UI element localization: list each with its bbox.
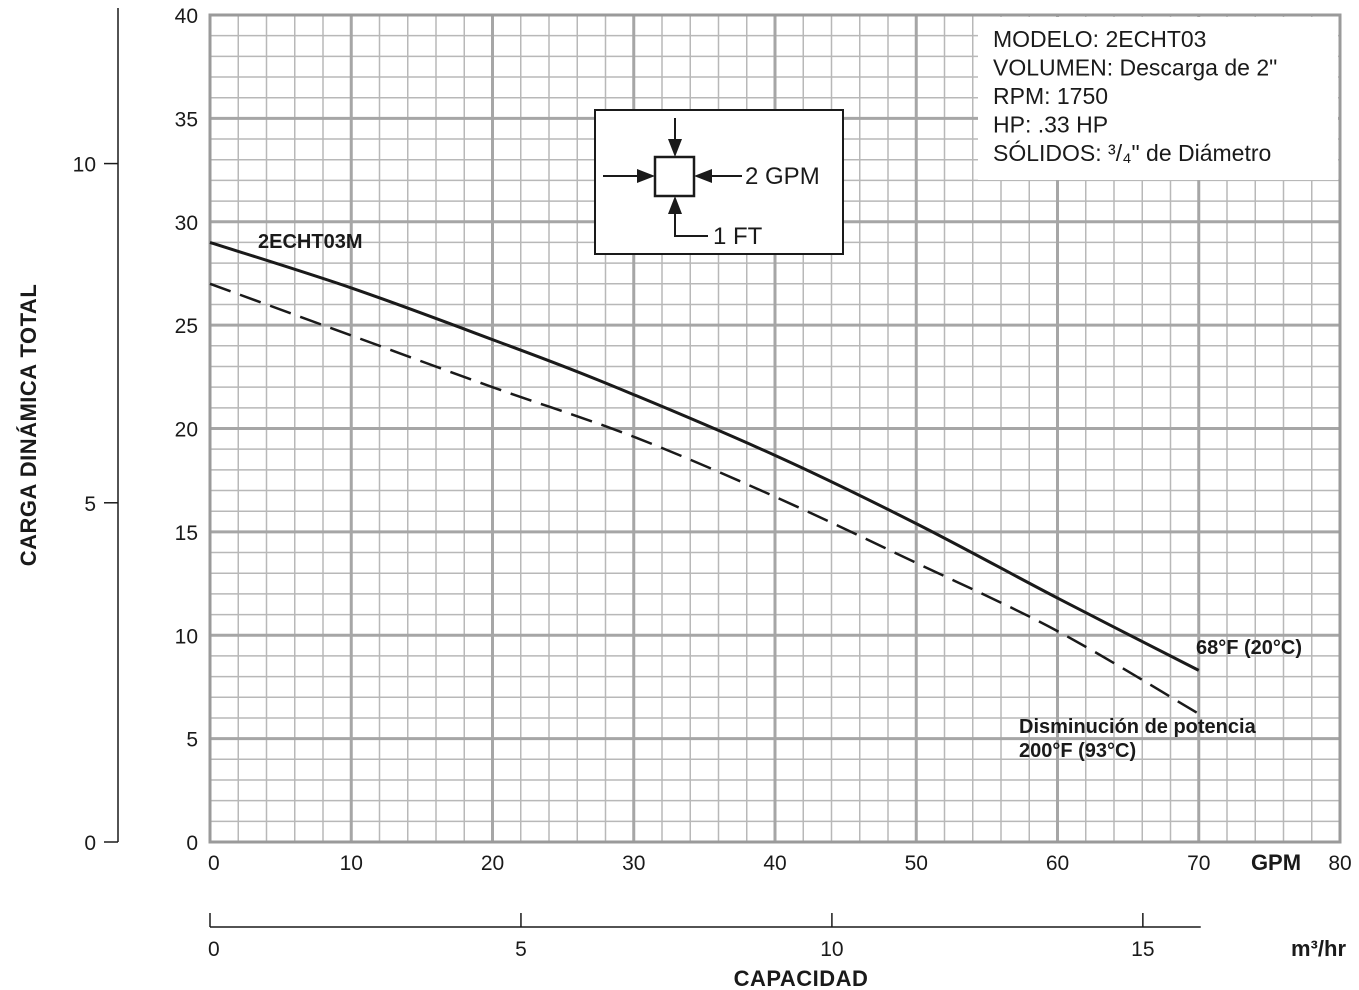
secondary-y-tick-label: 10	[73, 154, 96, 177]
secondary-x-tick-label: 0	[208, 938, 220, 961]
secondary-x-tick-label: 15	[1131, 938, 1154, 961]
spec-line: VOLUMEN: Descarga de 2"	[993, 55, 1277, 81]
y-tick-label: 10	[175, 625, 198, 648]
x-tick-labels: 0 10 20 30 40 50 60 70 80	[208, 852, 1352, 875]
arrow-bottom-shaft	[674, 210, 708, 237]
x-tick-label: 80	[1328, 852, 1351, 875]
y-tick-label: 0	[186, 832, 198, 855]
curve-68f	[209, 240, 1200, 672]
y-tick-label: 25	[175, 315, 198, 338]
secondary-x-tick-label: 5	[515, 938, 527, 961]
x-tick-label: 10	[340, 852, 363, 875]
dashed-curve-label-line1: Disminución de potencia	[1019, 716, 1257, 738]
model-curve-label: 2ECHT03M	[258, 231, 362, 253]
spec-line: RPM: 1750	[993, 83, 1108, 109]
x-tick-label: 40	[763, 852, 786, 875]
y-tick-label: 40	[175, 5, 198, 28]
y-tick-label: 20	[175, 419, 198, 442]
x-axis-title: CAPACIDAD	[734, 966, 869, 990]
curve-200f-derated	[209, 282, 1200, 715]
spec-box	[978, 17, 1338, 180]
secondary-x-axis-unit: m³/hr	[1291, 936, 1346, 961]
spec-line: MODELO: 2ECHT03	[993, 26, 1206, 52]
arrow-right-head	[694, 169, 712, 183]
grid-legend-horizontal: 2 GPM	[745, 163, 820, 190]
arrow-left-head	[637, 169, 655, 183]
secondary-y-tick-label: 0	[84, 832, 96, 855]
arrow-top-head	[668, 139, 682, 157]
x-axis-unit: GPM	[1251, 850, 1301, 875]
x-tick-label: 30	[622, 852, 645, 875]
x-tick-label: 20	[481, 852, 504, 875]
grid-legend: 2 GPM 1 FT	[594, 109, 844, 255]
grid-legend-frame	[594, 109, 844, 255]
y-tick-label: 5	[186, 729, 198, 752]
spec-lines: MODELO: 2ECHT03 VOLUMEN: Descarga de 2"RP…	[993, 26, 1277, 166]
spec-line: SÓLIDOS: ³/₄" de Diámetro	[993, 140, 1271, 166]
x-tick-label: 50	[905, 852, 928, 875]
y-axis-title: CARGA DINÁMICA TOTAL	[16, 284, 41, 567]
arrow-bottom-head	[668, 196, 682, 214]
y-tick-labels: 0 5 10 15 20 25 30 35 40	[175, 5, 198, 855]
plot-frame	[208, 13, 1342, 844]
secondary-y-tick-label: 5	[84, 493, 96, 516]
x-tick-label: 60	[1046, 852, 1069, 875]
secondary-x-tick-label: 10	[820, 938, 843, 961]
solid-curve-label: 68°F (20°C)	[1196, 637, 1302, 659]
y-tick-label: 35	[175, 108, 198, 131]
x-tick-label: 70	[1187, 852, 1210, 875]
dashed-curve-label-line2: 200°F (93°C)	[1019, 740, 1136, 762]
secondary-x-axis: 0 5 10 15	[208, 913, 1201, 961]
y-tick-label: 30	[175, 212, 198, 235]
secondary-y-axis: 0 5 10	[73, 8, 119, 855]
spec-line: HP: .33 HP	[993, 112, 1108, 138]
x-tick-label: 0	[208, 852, 220, 875]
grid-legend-vertical: 1 FT	[713, 223, 763, 250]
grid-legend-square	[653, 155, 696, 198]
y-tick-label: 15	[175, 522, 198, 545]
